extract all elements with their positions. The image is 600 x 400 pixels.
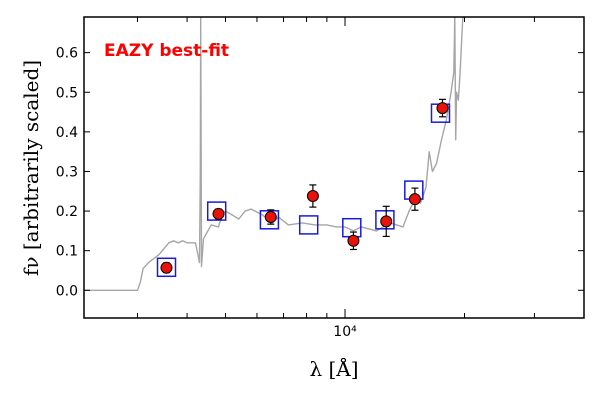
observed-flux-point (212, 207, 225, 220)
annotation-label: EAZY best-fit (104, 41, 229, 61)
model-flux-square (298, 215, 319, 235)
observed-flux-point (380, 215, 393, 228)
observed-photometry-layer (160, 98, 449, 274)
observed-flux-point (408, 193, 421, 206)
y-tick-label: 0.4 (56, 125, 78, 141)
observed-flux-point (160, 261, 173, 274)
y-tick-label: 0.5 (56, 85, 78, 101)
plot-frame (83, 16, 585, 319)
observed-flux-point (347, 234, 360, 247)
model-flux-square (259, 210, 280, 230)
axes-layer: 0.0 0.1 0.2 0.3 0.4 0.5 0.6 10⁴ (56, 17, 584, 340)
observed-flux-point (264, 211, 277, 224)
observed-flux-point (306, 190, 319, 203)
model-flux-square (375, 210, 395, 230)
x-tick-label: 10⁴ (333, 324, 357, 340)
y-tick-label: 0.6 (56, 46, 78, 62)
x-axis-label: λ [Å] (309, 356, 358, 381)
y-tick-label: 0.3 (56, 164, 78, 180)
y-axis-label: fν [arbitrarily scaled] (19, 60, 43, 276)
model-flux-square (156, 257, 177, 278)
model-flux-square (206, 201, 227, 221)
observed-flux-point (436, 102, 449, 115)
y-tick-label: 0.0 (56, 283, 78, 299)
y-tick-label: 0.2 (56, 204, 78, 220)
y-tick-label: 0.1 (56, 244, 78, 260)
